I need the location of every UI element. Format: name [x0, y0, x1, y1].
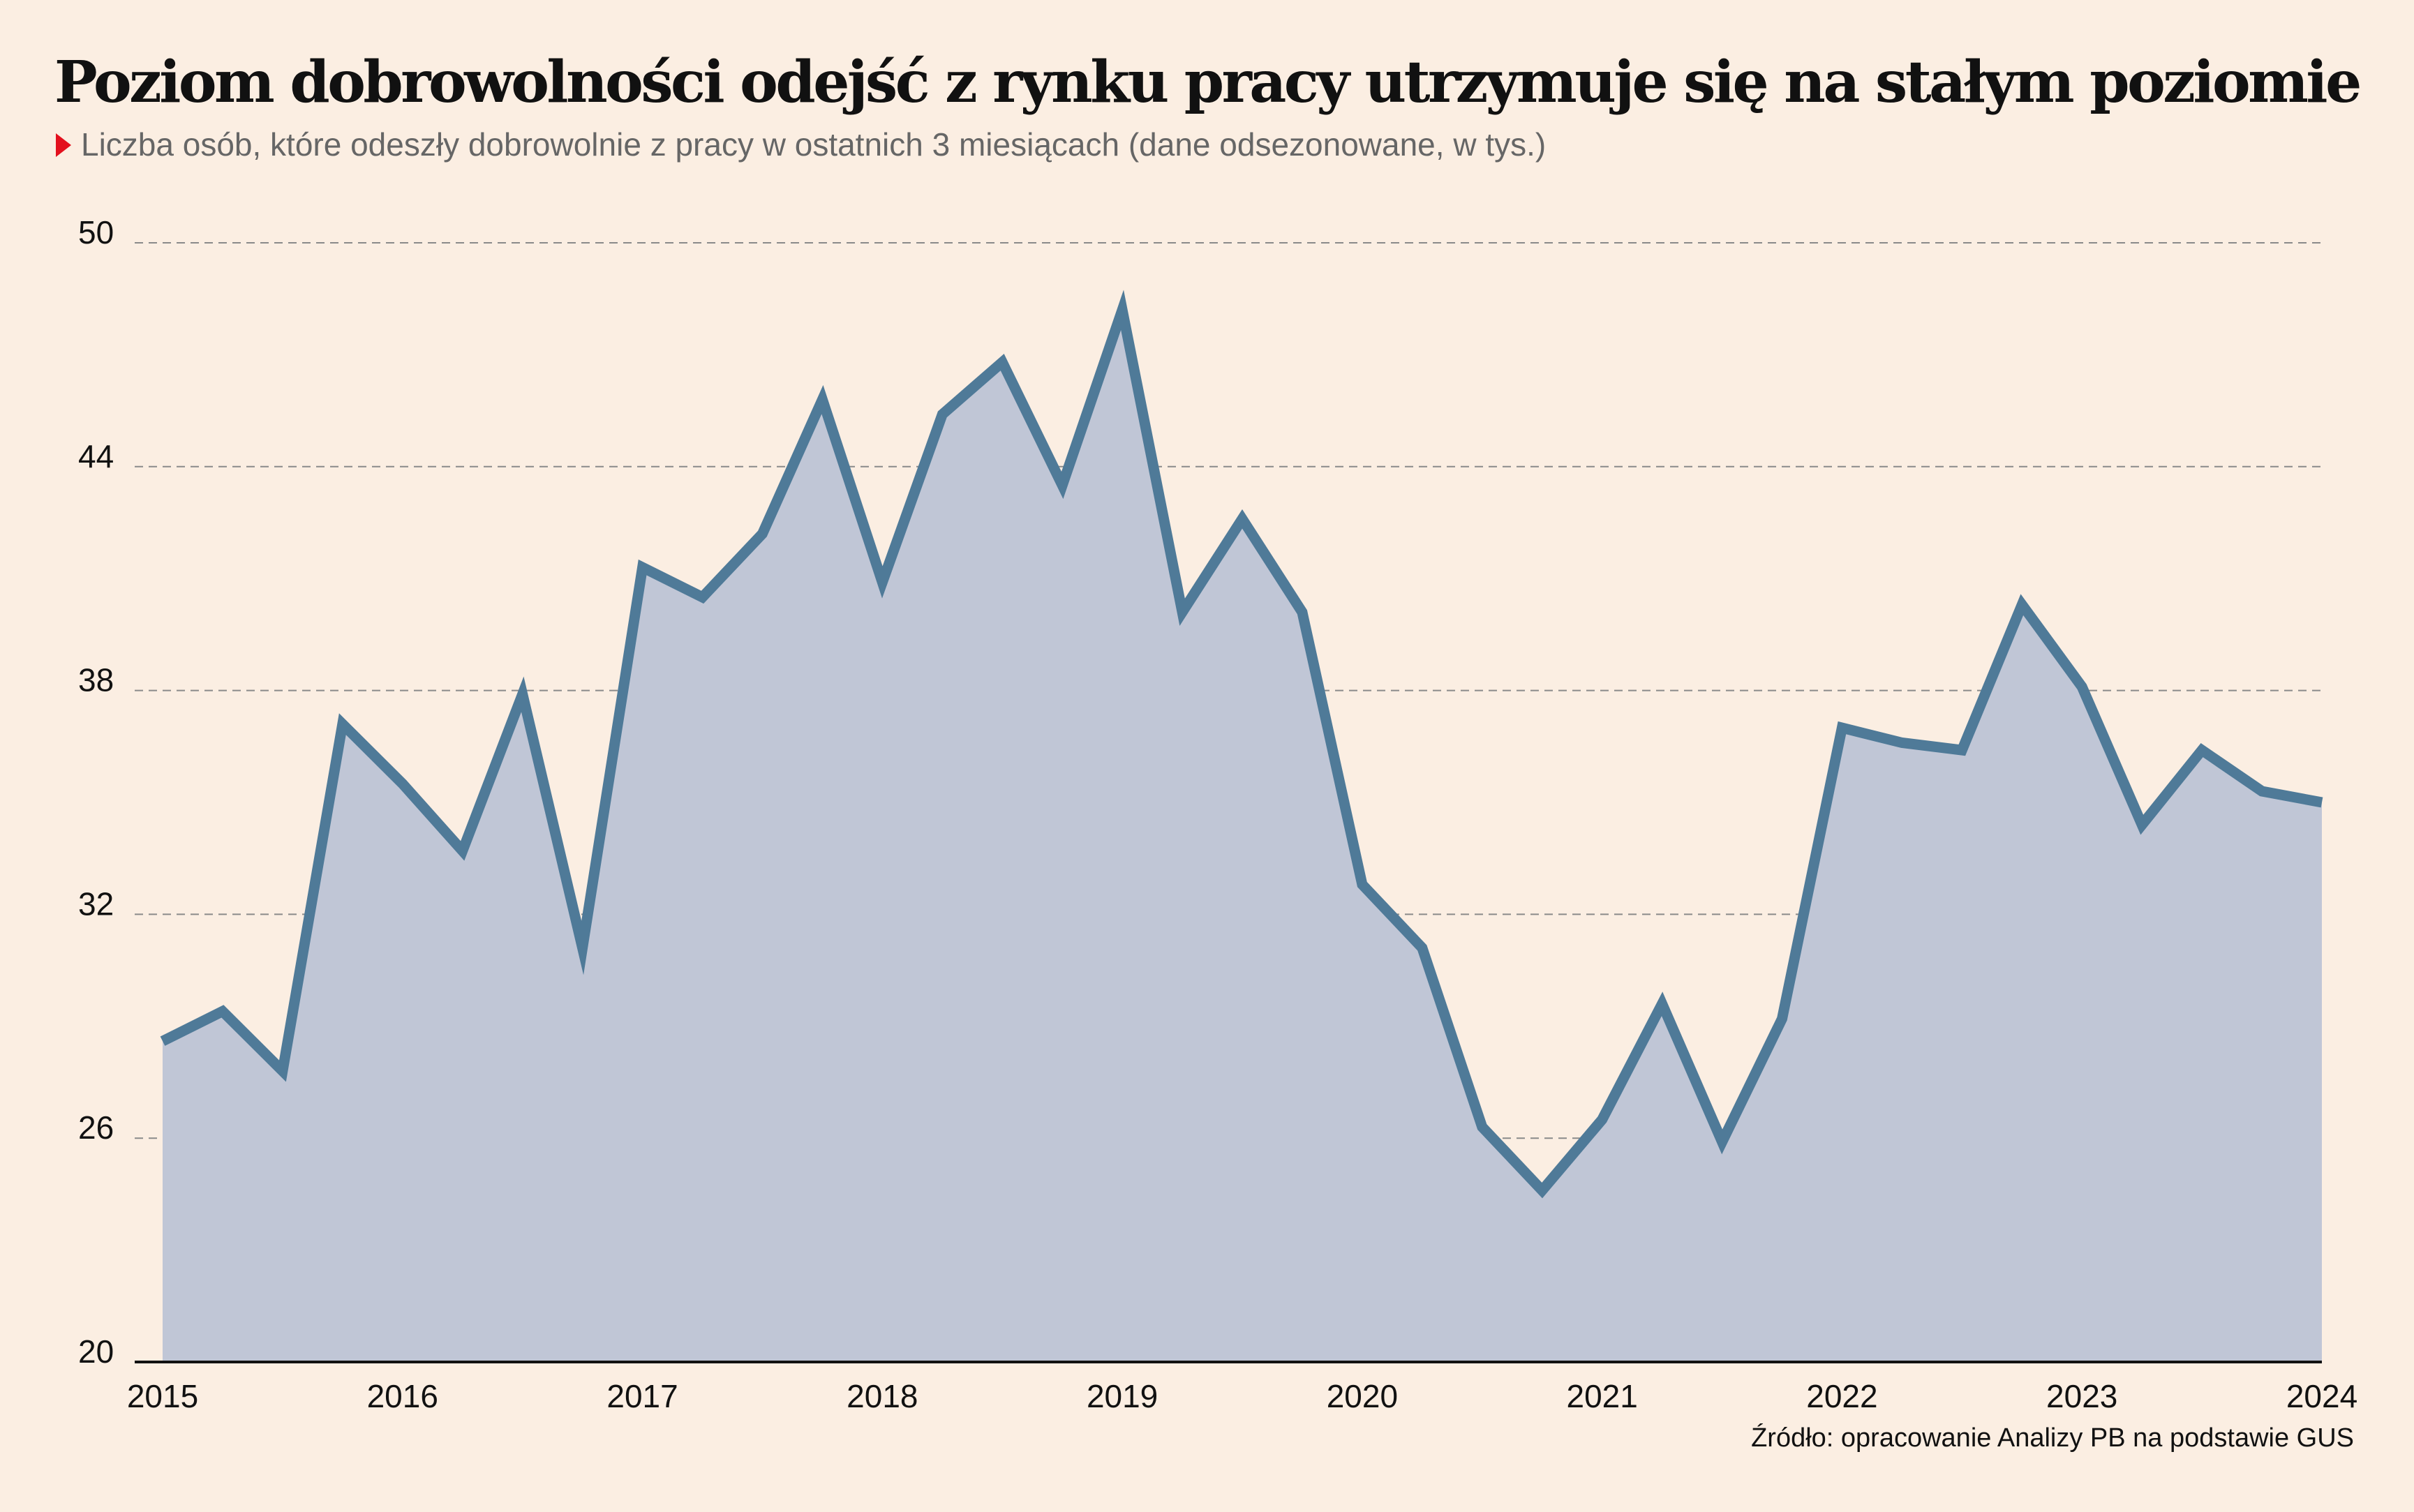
y-tick-label-44: 44 [78, 438, 114, 474]
x-tick-label-2022: 2022 [1806, 1378, 1877, 1414]
chart-subtitle: Liczba osób, które odeszły dobrowolnie z… [56, 126, 1546, 163]
x-tick-label-2017: 2017 [606, 1378, 678, 1414]
y-tick-label-20: 20 [78, 1333, 114, 1370]
area-fill [163, 310, 2322, 1363]
y-tick-label-32: 32 [78, 885, 114, 922]
chart-title: Poziom dobrowolności odejść z rynku prac… [54, 49, 2362, 116]
subtitle-marker-icon [56, 133, 71, 157]
x-tick-label-2019: 2019 [1087, 1378, 1158, 1414]
x-tick-label-2015: 2015 [127, 1378, 198, 1414]
x-tick-label-2023: 2023 [2046, 1378, 2117, 1414]
x-tick-label-2020: 2020 [1327, 1378, 1398, 1414]
x-tick-label-2021: 2021 [1566, 1378, 1637, 1414]
y-axis-tick-labels: 20 26 32 38 44 50 [78, 214, 114, 1370]
chart-subtitle-text: Liczba osób, które odeszły dobrowolnie z… [81, 126, 1547, 163]
x-tick-label-2016: 2016 [367, 1378, 438, 1414]
area-fill-group [160, 290, 2323, 1363]
data-line [160, 290, 2323, 1199]
x-tick-label-2018: 2018 [847, 1378, 918, 1414]
x-axis-tick-labels: 2015 2016 2017 2018 2019 2020 2021 2022 2023 2024 [127, 1378, 2357, 1414]
y-tick-label-26: 26 [78, 1109, 114, 1146]
source-note: Źródło: opracowanie Analizy PB na podsta… [1751, 1423, 2354, 1453]
y-tick-label-50: 50 [78, 214, 114, 250]
x-tick-label-2024: 2024 [2286, 1378, 2357, 1414]
y-tick-label-38: 38 [78, 662, 114, 698]
